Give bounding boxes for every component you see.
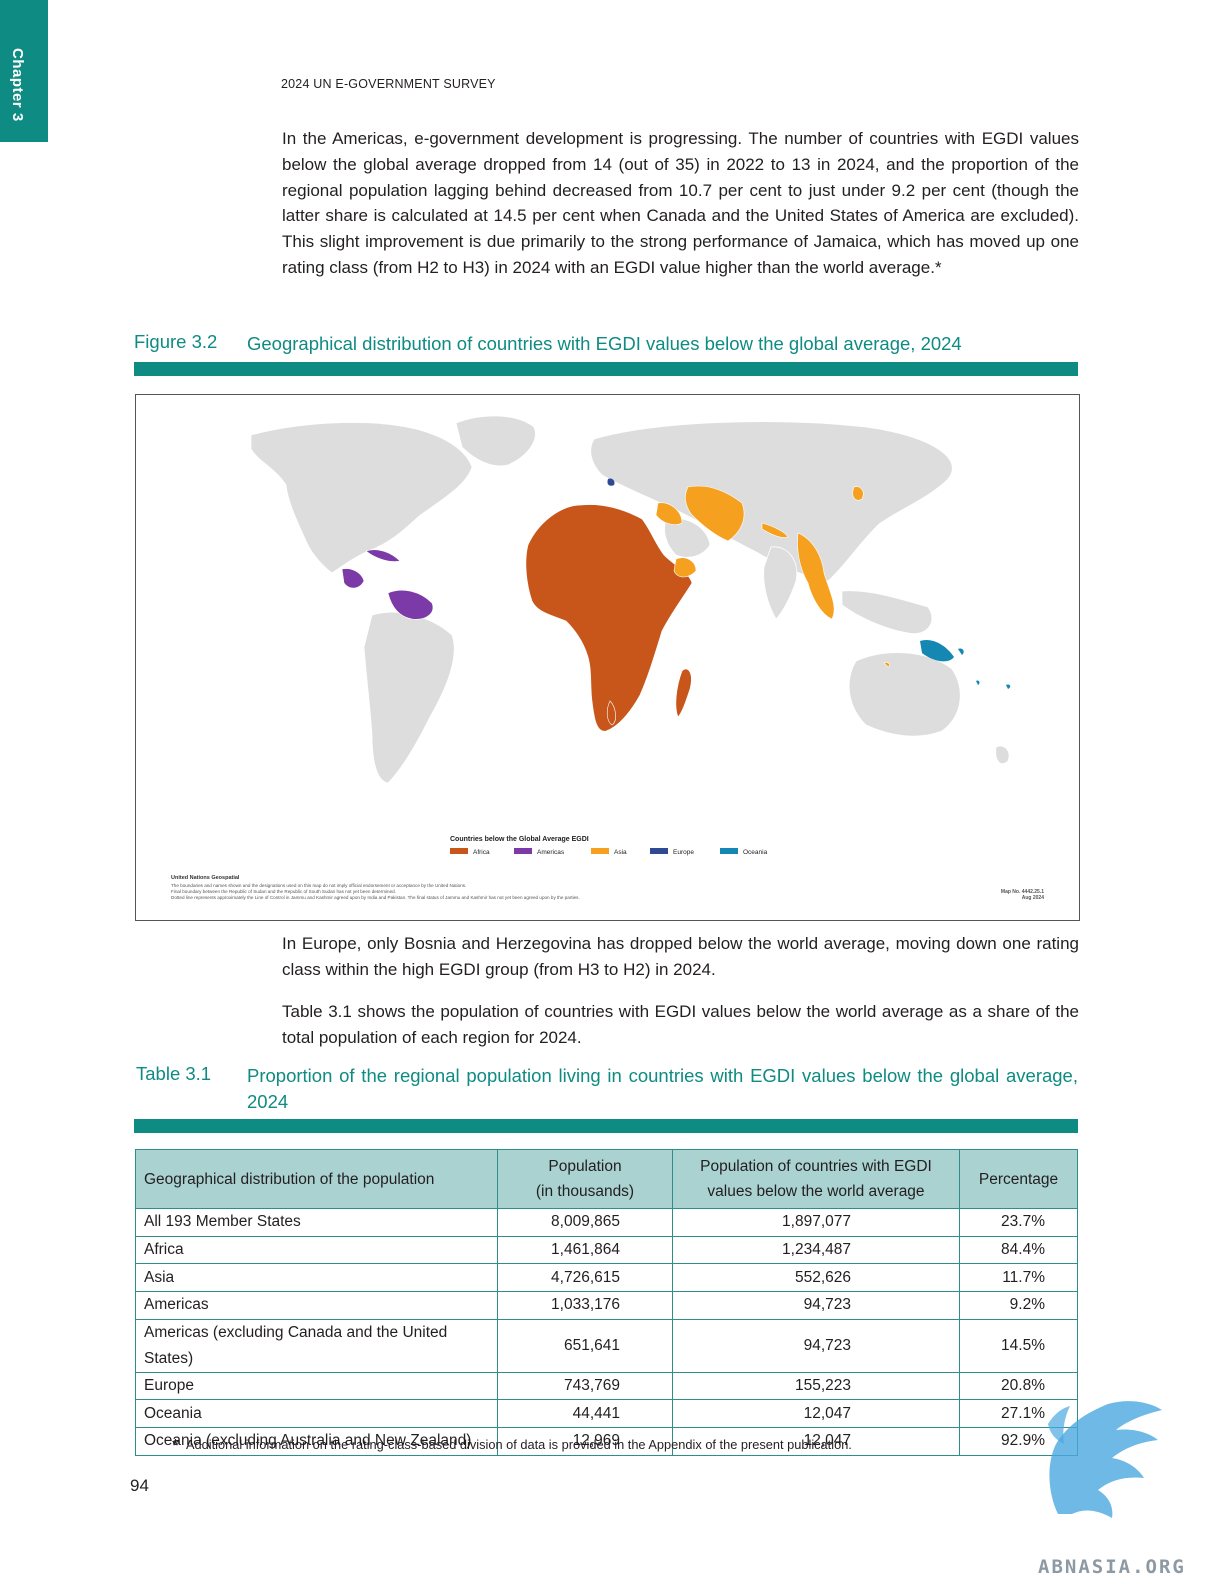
cell-below: 1,897,077 (672, 1208, 960, 1237)
legend-swatch-africa (450, 848, 468, 854)
cell-percentage: 23.7% (959, 1208, 1078, 1237)
cell-below: 12,047 (672, 1427, 960, 1456)
legend-label-africa: Africa (473, 849, 490, 856)
map-disclaimer: The boundaries and names shown and the d… (171, 883, 580, 900)
population-table: Geographical distribution of the populat… (135, 1149, 1078, 1456)
footnote: * Additional information on the rating-cl… (172, 1433, 852, 1456)
world-map-figure: Countries below the Global Average EGDI … (135, 394, 1080, 921)
cell-below: 94,723 (672, 1318, 960, 1373)
page-number: 94 (130, 1476, 149, 1495)
cell-percentage: 84.4% (959, 1235, 1078, 1265)
header-percentage: Percentage (959, 1149, 1078, 1209)
legend-swatch-europe (650, 848, 668, 854)
cell-population: 1,461,864 (497, 1235, 673, 1265)
legend-label-europe: Europe (673, 849, 694, 856)
figure-title: Geographical distribution of countries w… (247, 333, 962, 354)
paragraph-table-intro: Table 3.1 shows the population of countr… (282, 1002, 1079, 1047)
map-source-title: United Nations Geospatial (171, 875, 240, 881)
header-below-line1: Population of countries with EGDI (700, 1158, 932, 1175)
asia-below-average (655, 485, 890, 668)
table-row: Americas (excluding Canada and the Unite… (135, 1318, 1078, 1373)
cell-region: Europe (135, 1371, 498, 1401)
disclaimer-line-1: The boundaries and names shown and the d… (171, 883, 466, 888)
disclaimer-line-2: Final boundary between the Republic of S… (171, 889, 396, 894)
map-number: Map No. 4442.25.1 (1001, 889, 1044, 895)
cell-population: 651,641 (497, 1318, 673, 1373)
europe-below-average (607, 478, 615, 486)
figure-number: Figure 3.2 (134, 331, 218, 352)
cell-population: 1,033,176 (497, 1291, 673, 1320)
table-title: Proportion of the regional population li… (247, 1065, 1078, 1112)
cell-region: Americas (135, 1291, 498, 1320)
cell-below: 94,723 (672, 1291, 960, 1320)
cell-region: Oceania (excluding Australia and New Zea… (135, 1427, 498, 1456)
cell-below: 552,626 (672, 1263, 960, 1293)
cell-population: 743,769 (497, 1371, 673, 1401)
table-row: Europe 743,769 155,223 20.8% (135, 1371, 1078, 1401)
legend-label-americas: Americas (537, 849, 565, 856)
table-row: All 193 Member States 8,009,865 1,897,077 2… (135, 1208, 1078, 1237)
cell-percentage: 11.7% (959, 1263, 1078, 1293)
legend-label-oceania: Oceania (743, 849, 768, 856)
cell-population: 4,726,615 (497, 1263, 673, 1293)
figure-rule (134, 362, 1078, 376)
world-map: Countries below the Global Average EGDI … (171, 415, 1044, 901)
map-legend-title: Countries below the Global Average EGDI (450, 836, 589, 843)
cell-region: Americas (excluding Canada and the Unite… (135, 1318, 498, 1373)
header-below-line2: values below the world average (707, 1183, 925, 1200)
cell-population: 12,969 (497, 1427, 673, 1456)
americas-below-average (341, 549, 434, 620)
cell-below: 155,223 (672, 1371, 960, 1401)
land-masses (250, 415, 1010, 784)
header-population-line1: Population (548, 1158, 622, 1175)
header-population-line2: (in thousands) (535, 1183, 635, 1200)
legend-swatch-americas (514, 848, 532, 854)
map-date: Aug 2024 (1022, 895, 1044, 901)
legend-label-asia: Asia (614, 849, 627, 856)
header-below-average: Population of countries with EGDI values … (672, 1149, 960, 1209)
legend-swatch-oceania (720, 848, 738, 854)
footnote-text: Additional information on the rating-cla… (186, 1437, 852, 1452)
table-header-row: Geographical distribution of the populat… (135, 1149, 1078, 1209)
cell-population: 44,441 (497, 1399, 673, 1429)
table-row: Africa 1,461,864 1,234,487 84.4% (135, 1235, 1078, 1265)
disclaimer-line-3: Dotted line represents approximately the… (171, 895, 580, 900)
running-head: 2024 UN E-GOVERNMENT SURVEY (281, 77, 496, 91)
cell-region: All 193 Member States (135, 1208, 498, 1237)
oceania-below-average (920, 639, 1011, 689)
cell-region: Oceania (135, 1399, 498, 1429)
watermark-text: ABNASIA.ORG (1038, 1556, 1186, 1578)
chapter-tab: Chapter 3 (0, 0, 48, 142)
footnote-mark: * (172, 1436, 180, 1456)
cell-below: 1,234,487 (672, 1235, 960, 1265)
watermark-logo-icon (1048, 1401, 1162, 1518)
table-number: Table 3.1 (136, 1063, 212, 1084)
map-legend: Africa Americas Asia Europe Oceania (450, 848, 768, 856)
chapter-label: Chapter 3 (9, 48, 26, 122)
cell-population: 8,009,865 (497, 1208, 673, 1237)
africa-below-average (525, 504, 693, 732)
header-region: Geographical distribution of the populat… (135, 1149, 498, 1209)
cell-percentage: 20.8% (959, 1371, 1078, 1401)
cell-region: Asia (135, 1263, 498, 1293)
paragraph-americas: In the Americas, e-government developmen… (282, 129, 1079, 277)
table-row: Asia 4,726,615 552,626 11.7% (135, 1263, 1078, 1293)
table-rule (134, 1119, 1078, 1133)
header-population: Population (in thousands) (497, 1149, 673, 1209)
table-row: Oceania 44,441 12,047 27.1% (135, 1399, 1078, 1429)
cell-percentage: 9.2% (959, 1291, 1078, 1320)
legend-swatch-asia (591, 848, 609, 854)
cell-below: 12,047 (672, 1399, 960, 1429)
paragraph-europe: In Europe, only Bosnia and Herzegovina h… (282, 934, 1079, 979)
table-row: Americas 1,033,176 94,723 9.2% (135, 1291, 1078, 1320)
cell-percentage: 14.5% (959, 1318, 1078, 1373)
cell-region: Africa (135, 1235, 498, 1265)
